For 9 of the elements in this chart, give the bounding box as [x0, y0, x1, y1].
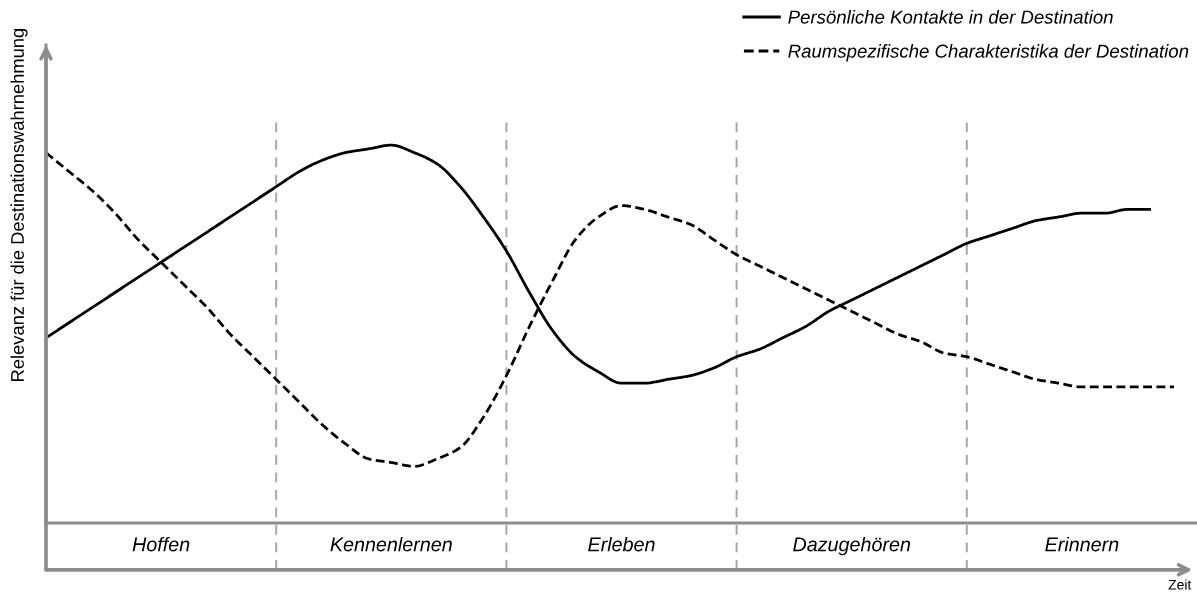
x-tick-label: Kennenlernen	[330, 536, 452, 552]
y-axis-title: Relevanz für die Destinationswahrnehmung	[10, 28, 28, 381]
x-tick-label: Erleben	[588, 536, 655, 552]
x-axis-title: Zeit	[1168, 579, 1192, 590]
legend-label: Raumspezifische Charakteristika der Destination	[788, 44, 1189, 62]
x-tick-label: Erinnern	[1045, 536, 1119, 552]
legend-label: Persönliche Kontakte in der Destination	[788, 10, 1113, 24]
x-tick-label: Dazugehören	[793, 536, 911, 556]
x-tick-label: Hoffen	[132, 536, 190, 552]
